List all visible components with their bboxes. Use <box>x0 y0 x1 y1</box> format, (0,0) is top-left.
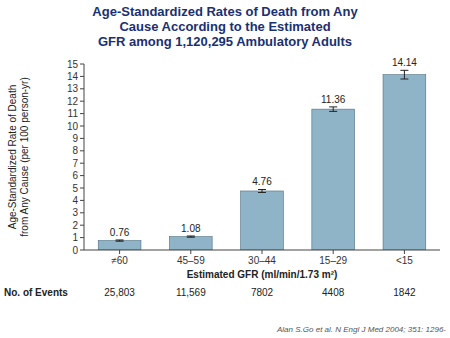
y-tick <box>80 113 84 114</box>
error-cap <box>329 106 337 107</box>
y-tick-label: 0 <box>72 245 78 256</box>
y-tick-label: 1 <box>72 232 78 243</box>
y-axis-label: Age-Standardized Rate of Deathfrom Any C… <box>7 77 30 237</box>
y-tick-label: 12 <box>67 96 79 107</box>
x-tick-label: ≠60 <box>111 255 128 266</box>
y-tick-label: 8 <box>72 145 78 156</box>
error-bar <box>116 240 124 241</box>
y-tick-label: 7 <box>72 158 78 169</box>
y-tick-label: 11 <box>68 108 79 119</box>
data-label: 4.76 <box>252 176 272 187</box>
y-tick <box>80 126 84 127</box>
x-tick <box>262 250 263 254</box>
bar <box>312 109 355 250</box>
bar <box>241 191 284 250</box>
error-cap <box>400 79 408 80</box>
x-tick-label: 30–44 <box>248 255 276 266</box>
y-tick-label: 6 <box>72 170 78 181</box>
y-tick-label: 3 <box>72 207 78 218</box>
y-tick-label: 10 <box>67 121 79 132</box>
y-tick-label: 15 <box>67 59 79 70</box>
events-count: 1842 <box>393 287 416 298</box>
error-cap <box>400 70 408 71</box>
data-label: 14.14 <box>392 57 417 68</box>
events-count: 25,803 <box>104 287 135 298</box>
data-label: 11.36 <box>321 94 346 105</box>
error-cap <box>116 239 124 240</box>
y-tick <box>80 138 84 139</box>
error-line <box>333 107 334 111</box>
y-tick <box>80 200 84 201</box>
bar <box>383 75 426 250</box>
x-tick-label: 15–29 <box>319 255 347 266</box>
title-line: Cause According to the Estimated <box>119 19 330 34</box>
y-tick <box>80 212 84 213</box>
x-tick <box>333 250 334 254</box>
y-tick-label: 5 <box>72 183 78 194</box>
x-tick-label: <15 <box>396 255 413 266</box>
y-tick-label: 2 <box>72 220 78 231</box>
error-cap <box>258 192 266 193</box>
bar <box>98 241 141 250</box>
y-tick <box>80 163 84 164</box>
events-label: No. of Events <box>4 287 68 298</box>
y-axis-line <box>84 64 85 250</box>
y-tick-label: 9 <box>72 133 78 144</box>
chart: Age-Standardized Rates of Death from Any… <box>0 0 450 338</box>
y-tick <box>80 250 84 251</box>
events-count: 11,569 <box>176 287 206 298</box>
error-cap <box>258 189 266 190</box>
x-tick <box>119 250 120 254</box>
y-tick <box>80 188 84 189</box>
y-tick <box>80 76 84 77</box>
y-tick <box>80 101 84 102</box>
error-bar <box>258 189 266 192</box>
error-cap <box>329 111 337 112</box>
events-count: 4408 <box>322 287 345 298</box>
error-line <box>404 70 405 79</box>
title-line: GFR among 1,120,295 Ambulatory Adults <box>98 34 352 49</box>
title-line: Age-Standardized Rates of Death from Any <box>92 4 358 19</box>
title: Age-Standardized Rates of Death from Any… <box>92 4 358 49</box>
y-tick-label: 13 <box>67 83 79 94</box>
plot-area <box>98 70 426 250</box>
y-tick <box>80 64 84 65</box>
y-tick <box>80 175 84 176</box>
x-tick-label: 45–59 <box>177 255 205 266</box>
bar <box>169 237 212 250</box>
x-tick <box>404 250 405 254</box>
y-tick-label: 14 <box>67 71 79 82</box>
error-cap <box>116 241 124 242</box>
x-tick <box>190 250 191 254</box>
citation: Alan S.Go et al. N Engl J Med 2004; 351:… <box>276 325 446 334</box>
y-tick <box>80 225 84 226</box>
background <box>0 0 450 338</box>
events-count: 7802 <box>251 287 274 298</box>
error-bar <box>187 236 195 237</box>
error-bar <box>329 107 337 111</box>
error-bar <box>400 70 408 79</box>
x-axis-label: Estimated GFR (ml/min/1.73 m²) <box>187 269 338 280</box>
data-label: 1.08 <box>181 223 201 234</box>
y-tick-label: 4 <box>72 195 78 206</box>
y-axis-label-line: from Any Cause (per 100 person-yr) <box>19 77 30 237</box>
y-axis-label-line: Age-Standardized Rate of Death <box>7 85 18 230</box>
data-label: 0.76 <box>110 227 130 238</box>
error-cap <box>187 235 195 236</box>
error-cap <box>187 237 195 238</box>
y-tick <box>80 150 84 151</box>
y-tick <box>80 88 84 89</box>
y-tick <box>80 237 84 238</box>
